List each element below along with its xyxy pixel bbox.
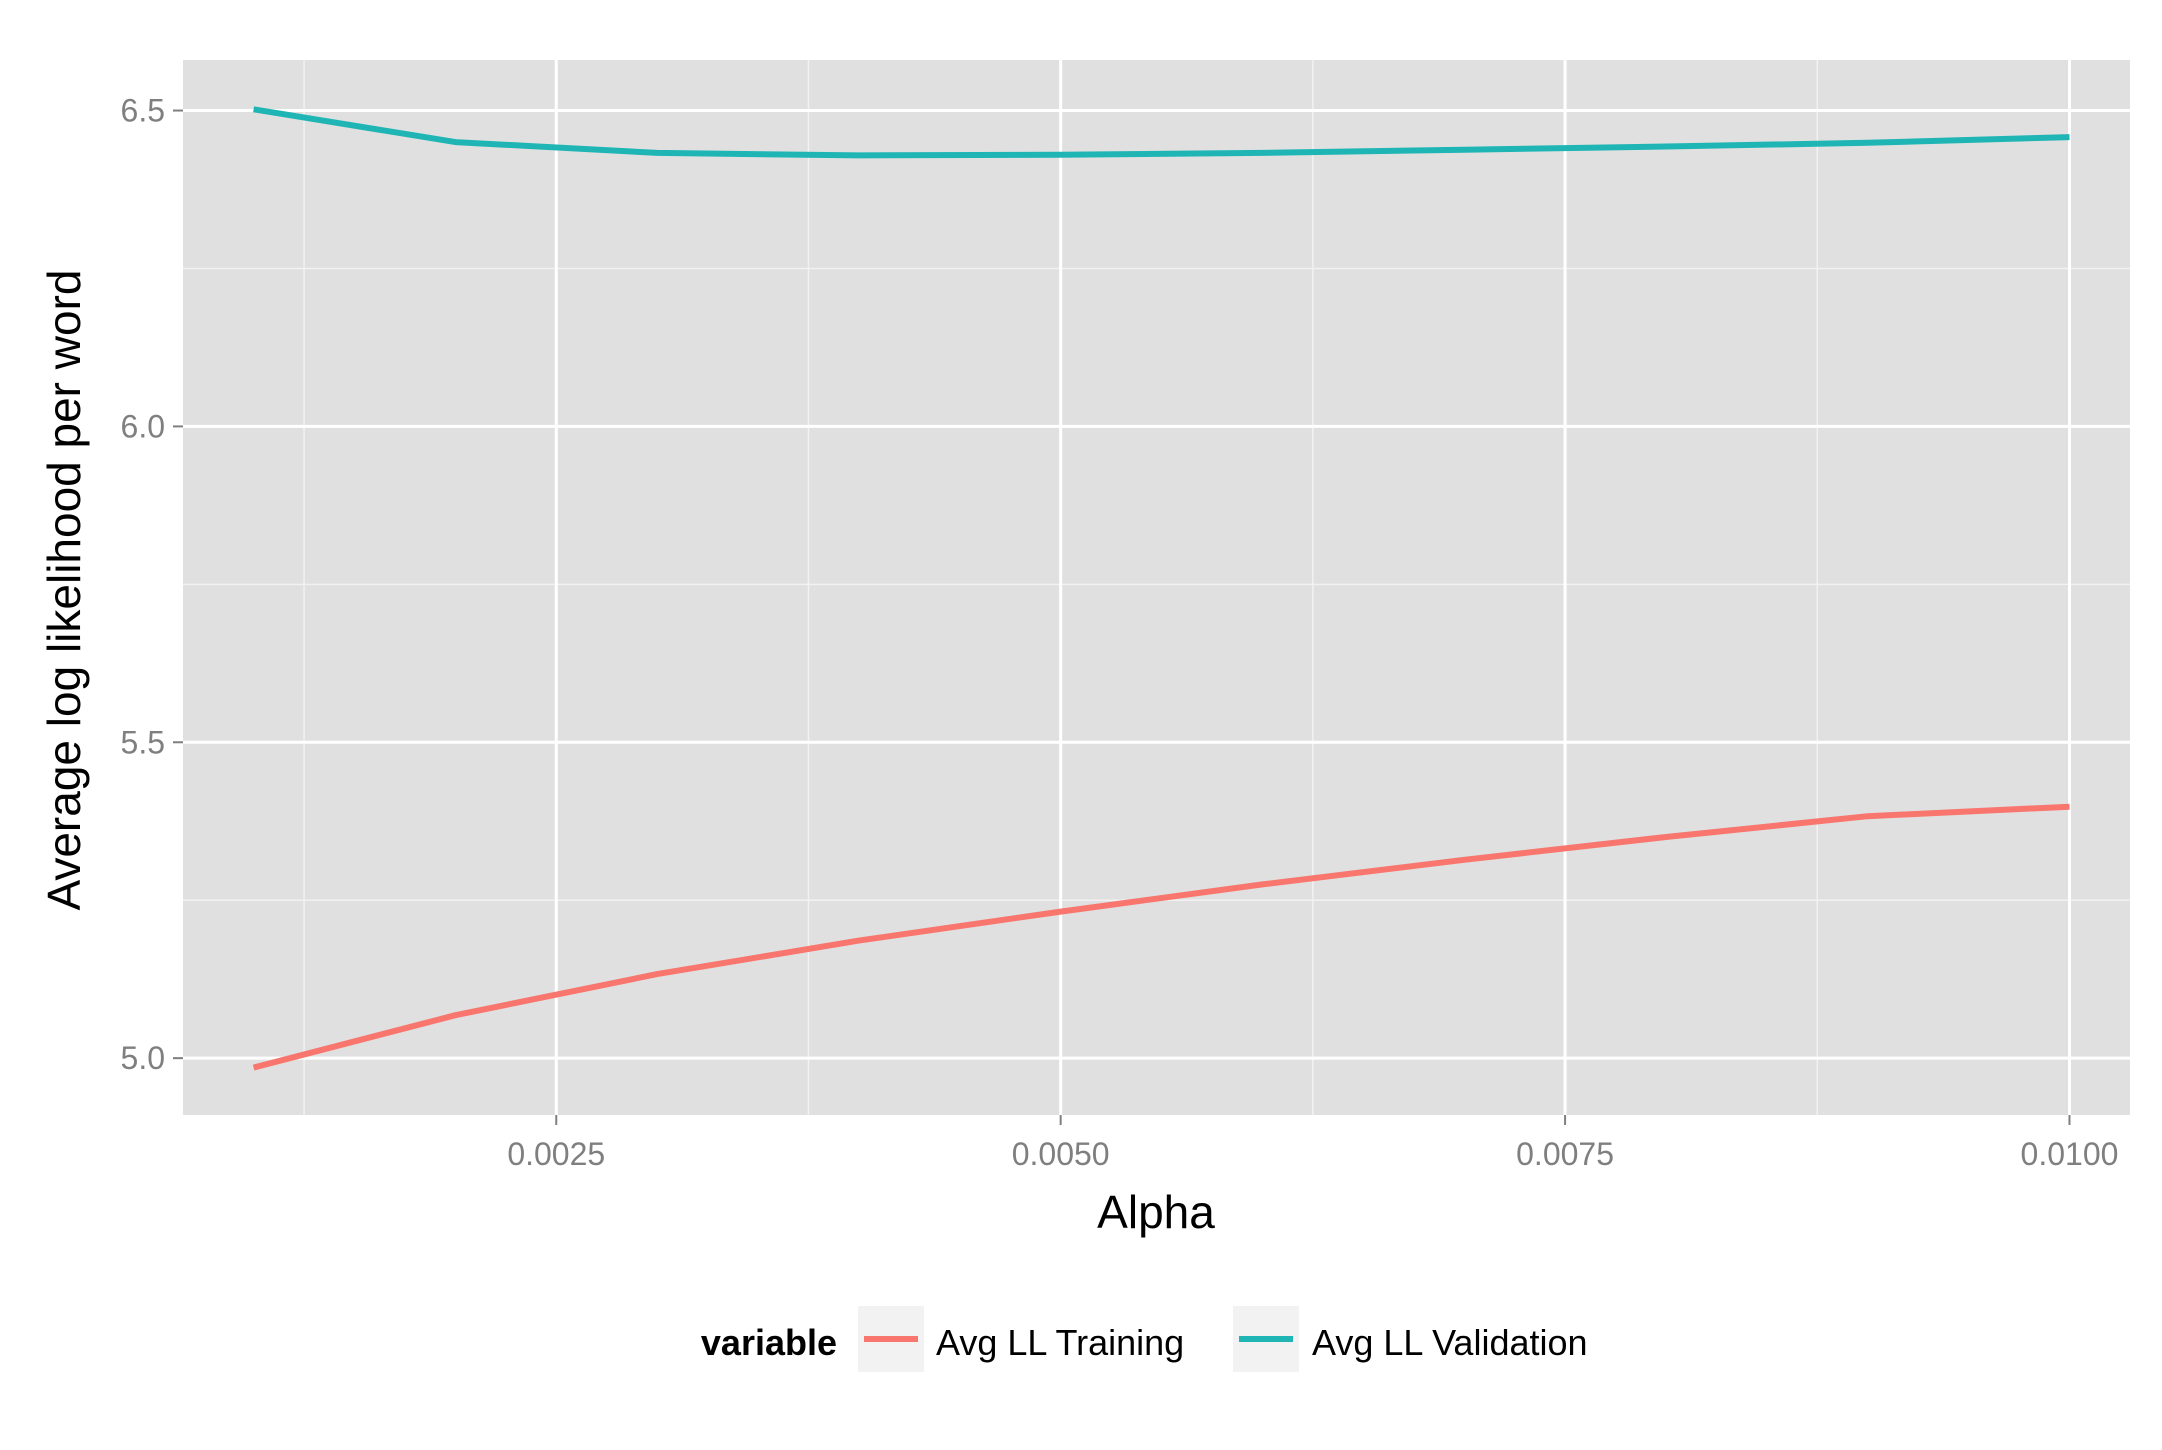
- y-tick-label: 5.0: [121, 1040, 165, 1076]
- plot-panel: [183, 60, 2130, 1115]
- y-axis-title: Average log likelihood per word: [38, 270, 90, 911]
- y-tick-label: 6.5: [121, 93, 165, 129]
- series-lines: [252, 106, 2070, 1071]
- legend-item-validation: Avg LL Validation: [1233, 1306, 1588, 1372]
- y-tick-label: 6.0: [121, 408, 165, 444]
- y-axis-ticks: 5.0 5.5 6.0 6.5: [121, 93, 183, 1076]
- x-tick-label: 0.0050: [1012, 1136, 1110, 1172]
- legend: variable Avg LL Training Avg LL Validati…: [701, 1306, 1588, 1372]
- legend-label-validation: Avg LL Validation: [1312, 1322, 1588, 1363]
- legend-item-training: Avg LL Training: [858, 1306, 1184, 1372]
- major-gridlines: [183, 60, 2130, 1115]
- x-axis-ticks: 0.0025 0.0050 0.0075 0.0100: [507, 1115, 2118, 1172]
- legend-label-training: Avg LL Training: [936, 1322, 1184, 1363]
- x-tick-label: 0.0025: [507, 1136, 605, 1172]
- y-tick-label: 5.5: [121, 724, 165, 760]
- series-line-validation: [253, 106, 2070, 159]
- legend-title: variable: [701, 1322, 837, 1363]
- x-tick-label: 0.0075: [1516, 1136, 1614, 1172]
- x-tick-label: 0.0100: [2021, 1136, 2119, 1172]
- x-axis-title: Alpha: [1097, 1186, 1215, 1238]
- series-line-training: [252, 803, 2070, 1071]
